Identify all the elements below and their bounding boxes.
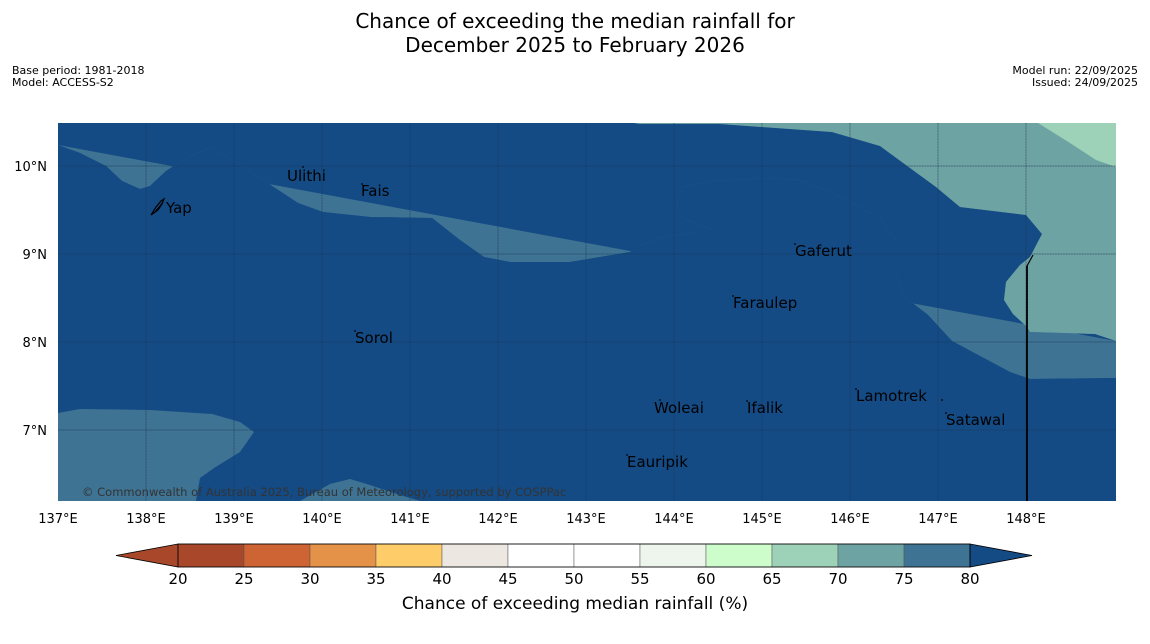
colorbar-segment <box>837 543 905 568</box>
lon-label: 139°E <box>214 512 254 527</box>
island-dots <box>302 166 947 456</box>
lon-label: 138°E <box>126 512 166 527</box>
place-lamotrek: Lamotrek <box>856 387 927 405</box>
lat-label: 10°N <box>14 160 47 175</box>
colorbar-tick-label: 25 <box>234 570 253 588</box>
lon-label: 142°E <box>478 512 518 527</box>
map-area: Yap Ulithi Fais Gaferut Faraulep Sorol W… <box>58 123 1116 501</box>
colorbar-tick-label: 50 <box>564 570 583 588</box>
colorbar-segment <box>243 543 311 568</box>
copyright-notice: © Commonwealth of Australia 2025, Bureau… <box>82 485 566 499</box>
model-run: Model run: 22/09/2025 <box>1012 64 1138 77</box>
colorbar-tick-label: 60 <box>696 570 715 588</box>
colorbar-label: Chance of exceeding median rainfall (%) <box>401 594 749 614</box>
lat-label: 7°N <box>23 424 48 439</box>
colorbar-tick-label: 30 <box>300 570 319 588</box>
meta-left: Base period: 1981-2018 Model: ACCESS-S2 <box>12 65 144 89</box>
place-sorol: Sorol <box>355 329 393 347</box>
colorbar-segment <box>705 543 773 568</box>
colorbar-tick-label: 20 <box>168 570 187 588</box>
place-yap: Yap <box>165 199 192 217</box>
lon-label: 146°E <box>830 512 870 527</box>
region-75-80-southwest <box>58 409 254 501</box>
colorbar-tick-label: 55 <box>630 570 649 588</box>
lon-label: 137°E <box>38 512 78 527</box>
boundary-line-tip <box>1026 254 1034 267</box>
meta-right: Model run: 22/09/2025 Issued: 24/09/2025 <box>1012 65 1138 89</box>
region-75-80-south <box>300 479 420 501</box>
yap-island-shape <box>150 197 166 216</box>
colorbar-segment <box>639 543 707 568</box>
lat-axis-labels: 10°N 9°N 8°N 7°N <box>14 160 47 439</box>
colorbar-tick-label: 75 <box>894 570 913 588</box>
place-satawal: Satawal <box>946 411 1005 429</box>
colorbar-extend-high <box>969 543 1033 568</box>
title-line-1: Chance of exceeding the median rainfall … <box>355 9 795 33</box>
place-fais: Fais <box>361 182 390 200</box>
map-title: Chance of exceeding the median rainfall … <box>0 9 1150 57</box>
place-faraulep: Faraulep <box>733 294 797 312</box>
colorbar-tick-label: 65 <box>762 570 781 588</box>
place-gaferut: Gaferut <box>795 242 852 260</box>
colorbar-segment <box>573 543 641 568</box>
colorbar-extend-low <box>115 543 179 568</box>
lon-label: 147°E <box>918 512 958 527</box>
colorbar-segment <box>903 543 971 568</box>
place-woleai: Woleai <box>654 399 704 417</box>
lon-label: 140°E <box>302 512 342 527</box>
place-ulithi: Ulithi <box>287 167 326 185</box>
colorbar-segment <box>771 543 839 568</box>
title-line-2: December 2025 to February 2026 <box>405 33 745 57</box>
lon-label: 141°E <box>390 512 430 527</box>
lon-axis-labels: 137°E 138°E 139°E 140°E 141°E 142°E 143°… <box>38 512 1046 527</box>
issued-date: Issued: 24/09/2025 <box>1031 76 1138 89</box>
graticule <box>58 123 1116 501</box>
colorbar-segment <box>309 543 377 568</box>
colorbar-tick-label: 80 <box>960 570 979 588</box>
colorbar-segment <box>177 543 245 568</box>
base-period: Base period: 1981-2018 <box>12 64 145 77</box>
region-65-70-corner <box>1038 123 1116 167</box>
lon-label: 145°E <box>742 512 782 527</box>
colorbar-segment <box>507 543 575 568</box>
place-eauripik: Eauripik <box>627 453 688 471</box>
colorbar-outline <box>177 543 971 568</box>
lon-label: 148°E <box>1006 512 1046 527</box>
region-75-80-top <box>58 123 1116 379</box>
colorbar: 20 25 30 35 40 45 50 55 60 65 70 75 80 <box>115 543 1033 588</box>
colorbar-tick-label: 35 <box>366 570 385 588</box>
lat-label: 9°N <box>23 248 48 263</box>
lat-label: 8°N <box>23 336 48 351</box>
place-labels: Yap Ulithi Fais Gaferut Faraulep Sorol W… <box>165 167 1005 471</box>
region-80-plus-interior <box>58 145 1116 501</box>
colorbar-tick-label: 40 <box>432 570 451 588</box>
model-name: Model: ACCESS-S2 <box>12 76 114 89</box>
colorbar-segment <box>375 543 443 568</box>
colorbar-segment <box>441 543 509 568</box>
colorbar-tick-label: 70 <box>828 570 847 588</box>
lon-label: 144°E <box>654 512 694 527</box>
colorbar-tick-label: 45 <box>498 570 517 588</box>
lon-label: 143°E <box>566 512 606 527</box>
region-70-75-east <box>634 123 1116 341</box>
place-ifalik: Ifalik <box>747 399 783 417</box>
